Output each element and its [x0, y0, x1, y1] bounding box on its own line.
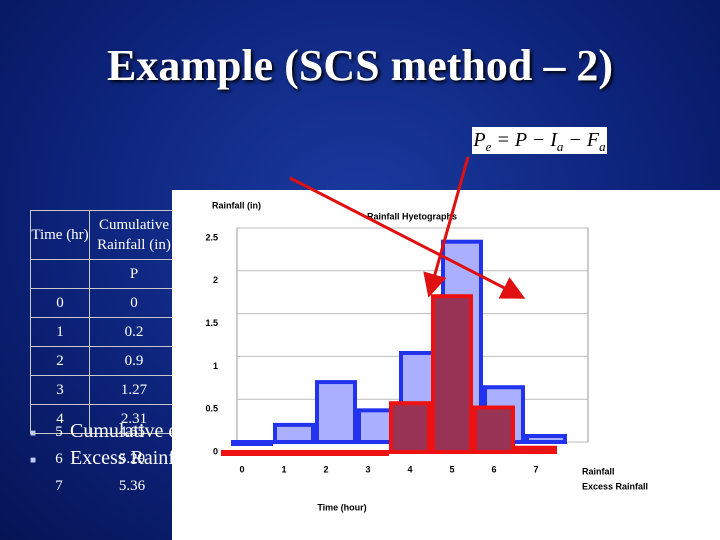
legend-label: Rainfall: [582, 466, 615, 476]
bullet-text: Excess Rainf: [70, 447, 175, 469]
table-row: 3 1.27: [30, 375, 179, 405]
legend-label: Excess Rainfall: [582, 481, 648, 491]
lower-row: 5 4.65: [30, 420, 180, 447]
bar: [315, 380, 357, 444]
table-cell: 2.31: [89, 404, 179, 434]
formula: Pe = P − Ia − Fa: [472, 127, 607, 154]
formula-sub: a: [599, 139, 606, 154]
x-tick-label: 3: [365, 464, 370, 474]
table-row: 4 2.31: [30, 404, 179, 434]
bar: [515, 445, 557, 455]
slide-title: Example (SCS method – 2): [106, 41, 614, 90]
bar: [231, 440, 273, 446]
header-cell: Cumulative Rainfall (in): [89, 210, 179, 260]
symbol-cell: P: [89, 259, 179, 289]
table-cell: 0.2: [89, 317, 179, 347]
formula-part: = P − I: [491, 129, 557, 151]
y-tick-label: 1.5: [205, 318, 218, 328]
formula-sub: e: [485, 139, 492, 154]
x-tick-label: 0: [239, 464, 244, 474]
header-cell: Time (hr): [30, 210, 90, 260]
formula-part: − F: [563, 129, 600, 151]
x-tick-label: 5: [449, 464, 454, 474]
empty-cell: [30, 259, 90, 289]
table-cell: 1.27: [89, 375, 179, 405]
lower-cell: 4.65: [118, 424, 146, 440]
table-subheader: P: [30, 259, 179, 289]
table-header: Time (hr) Cumulative Rainfall (in): [30, 210, 179, 260]
lower-cell: 7: [55, 478, 63, 494]
table-cell: 2: [30, 346, 90, 376]
x-tick-label: 2: [323, 464, 328, 474]
bar: [389, 401, 431, 454]
bar: [263, 450, 305, 456]
lower-row: 6 5.29: [30, 447, 180, 474]
table-cell: 0.9: [89, 346, 179, 376]
x-axis-label: Time (hour): [317, 502, 366, 512]
x-tick-label: 4: [407, 464, 412, 474]
y-axis-label: Rainfall (in): [212, 200, 261, 210]
bullet-text: Cumulative e: [70, 420, 178, 442]
bar: [473, 405, 515, 455]
lower-cell: 5.36: [118, 478, 146, 494]
bar: [221, 450, 263, 456]
bar: [431, 294, 473, 455]
bar: [305, 450, 347, 456]
table-cell: 0: [30, 288, 90, 318]
x-tick-label: 7: [533, 464, 538, 474]
y-tick-label: 2: [213, 275, 218, 285]
bullet-marker: ■: [30, 455, 37, 466]
bar: [525, 434, 567, 444]
bar: [347, 450, 389, 456]
bullet-marker: ■: [30, 428, 37, 439]
lower-cell: 6: [55, 451, 63, 467]
y-tick-label: 0.5: [205, 404, 218, 414]
table-cell: 1: [30, 317, 90, 347]
bar: [273, 422, 315, 445]
table-row: 2 0.9: [30, 346, 179, 376]
lower-cell: 5: [55, 424, 63, 440]
y-tick-label: 2.5: [205, 232, 218, 242]
x-tick-label: 1: [281, 464, 286, 474]
lower-rows: 5 4.65 6 5.29 7 5.36 ■ Cumulative e ■ Excess Rain…: [30, 420, 180, 501]
chart-title: Rainfall Hyetographs: [367, 211, 457, 221]
chart: Rainfall (in) Rainfall Hyetographs Time …: [172, 190, 720, 540]
lower-row: 7 5.36: [30, 474, 180, 501]
formula-part: P: [473, 129, 486, 151]
table-row: 1 0.2: [30, 317, 179, 347]
y-tick-label: 0: [213, 446, 218, 456]
table-cell: 3: [30, 375, 90, 405]
lower-cell: 5.29: [118, 451, 146, 467]
table-cell: 4: [30, 404, 90, 434]
formula-sub: a: [556, 139, 564, 154]
y-tick-label: 1: [213, 361, 218, 371]
x-tick-label: 6: [491, 464, 496, 474]
table-cell: 0: [89, 288, 179, 318]
